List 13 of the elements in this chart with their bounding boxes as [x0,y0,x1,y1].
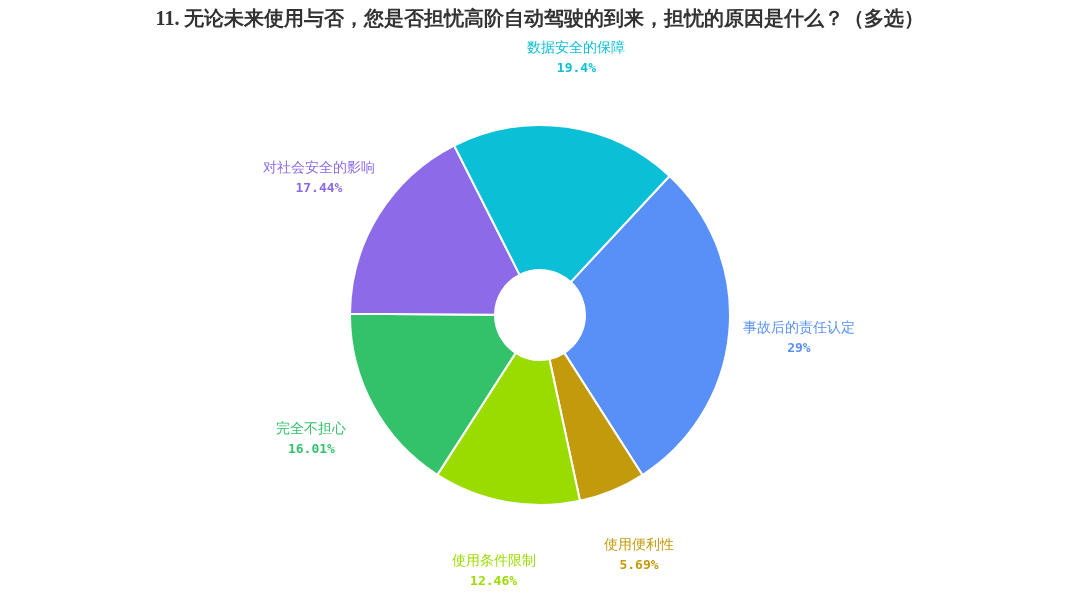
slice-label: 使用便利性 [604,536,675,553]
data-label: 19.4% [556,59,597,75]
slice-label: 使用条件限制 [451,551,536,568]
data-label: 16.01% [287,440,336,456]
slice-label: 数据安全的保障 [527,38,626,55]
slice-label: 对社会安全的影响 [262,159,375,176]
data-label: 12.46% [470,572,518,588]
data-label: 17.44% [295,180,343,196]
data-label: 29% [787,340,811,356]
slice-label: 事故后的责任认定 [742,319,855,336]
chart-title: 11. 无论未来使用与否，您是否担忧高阶自动驾驶的到来，担忧的原因是什么？（多选） [155,6,925,29]
slice-label: 完全不担心 [276,419,347,436]
data-label: 5.69% [619,557,659,573]
